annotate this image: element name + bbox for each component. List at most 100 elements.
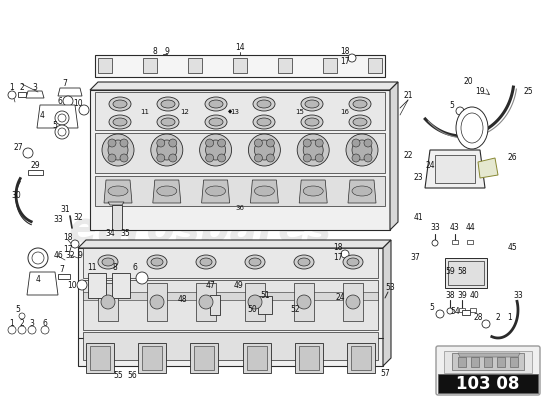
Text: 16: 16 [340, 109, 349, 115]
Text: 18: 18 [63, 234, 73, 242]
Bar [83, 248, 378, 278]
Ellipse shape [305, 118, 319, 126]
Text: 1: 1 [10, 84, 14, 92]
Circle shape [315, 154, 323, 162]
Circle shape [58, 114, 66, 122]
Circle shape [157, 140, 177, 160]
Polygon shape [478, 158, 498, 178]
Text: 48: 48 [177, 296, 187, 304]
Circle shape [136, 272, 148, 284]
Bar [88, 273, 106, 298]
Bar [83, 332, 378, 360]
Circle shape [101, 295, 115, 309]
Text: 2: 2 [20, 84, 24, 92]
Ellipse shape [161, 100, 175, 108]
Bar [278, 58, 292, 73]
Circle shape [255, 154, 262, 162]
Circle shape [364, 154, 372, 162]
Circle shape [266, 154, 274, 162]
Polygon shape [202, 180, 229, 203]
Circle shape [79, 105, 89, 115]
Circle shape [19, 313, 25, 319]
Ellipse shape [113, 118, 127, 126]
Circle shape [63, 96, 73, 106]
Bar [83, 280, 378, 330]
Bar [28, 170, 43, 175]
Circle shape [108, 139, 116, 147]
Circle shape [169, 139, 177, 147]
Text: 56: 56 [127, 370, 137, 380]
Circle shape [352, 139, 360, 147]
Text: 6: 6 [58, 96, 63, 106]
Bar [458, 357, 466, 367]
Text: 57: 57 [380, 368, 390, 378]
Polygon shape [37, 105, 78, 128]
Polygon shape [425, 150, 485, 188]
Bar [95, 92, 385, 130]
Text: 1: 1 [10, 318, 14, 328]
Text: 41: 41 [413, 214, 423, 222]
Text: 43: 43 [450, 224, 460, 232]
Text: 38: 38 [445, 290, 455, 300]
Circle shape [255, 140, 274, 160]
Text: 55: 55 [113, 370, 123, 380]
Text: 3: 3 [30, 318, 35, 328]
Bar [351, 346, 371, 370]
Circle shape [8, 91, 16, 99]
Bar [462, 310, 470, 315]
Text: 26: 26 [507, 154, 517, 162]
Polygon shape [458, 353, 520, 357]
Text: a parts superstore: a parts superstore [114, 259, 266, 277]
Ellipse shape [249, 258, 261, 266]
Circle shape [77, 280, 87, 290]
Circle shape [348, 54, 356, 62]
Circle shape [108, 140, 128, 160]
Circle shape [341, 250, 349, 258]
Polygon shape [78, 240, 391, 248]
Text: 25: 25 [523, 88, 533, 96]
Ellipse shape [298, 258, 310, 266]
Bar [83, 292, 378, 300]
Circle shape [157, 154, 165, 162]
Text: 18: 18 [333, 244, 343, 252]
Circle shape [150, 295, 164, 309]
Text: 6: 6 [42, 318, 47, 328]
Text: 27: 27 [13, 144, 23, 152]
Text: 17: 17 [333, 254, 343, 262]
Circle shape [23, 148, 33, 158]
Ellipse shape [253, 97, 275, 111]
Ellipse shape [294, 255, 314, 269]
Text: 24: 24 [425, 160, 435, 170]
Text: 36: 36 [235, 205, 245, 211]
Circle shape [28, 248, 48, 268]
Ellipse shape [343, 255, 363, 269]
Ellipse shape [352, 186, 372, 196]
Circle shape [447, 308, 453, 314]
Polygon shape [108, 202, 124, 205]
Text: 35: 35 [120, 228, 130, 238]
Polygon shape [250, 180, 278, 203]
Bar [138, 343, 166, 373]
Polygon shape [383, 240, 391, 366]
Bar [368, 58, 382, 73]
Circle shape [58, 128, 66, 136]
Circle shape [346, 134, 378, 166]
Circle shape [157, 139, 165, 147]
Ellipse shape [301, 115, 323, 129]
Text: 3: 3 [32, 84, 37, 92]
Bar [112, 205, 122, 230]
Ellipse shape [353, 100, 367, 108]
Text: 6: 6 [133, 264, 138, 272]
Bar [194, 346, 214, 370]
Circle shape [55, 111, 69, 125]
Bar [147, 283, 167, 321]
Circle shape [206, 140, 225, 160]
Bar [435, 155, 475, 183]
Ellipse shape [109, 97, 131, 111]
Ellipse shape [461, 113, 483, 143]
Ellipse shape [151, 258, 163, 266]
Circle shape [482, 320, 490, 328]
Bar [142, 346, 162, 370]
Bar [510, 357, 518, 367]
Bar [246, 346, 267, 370]
